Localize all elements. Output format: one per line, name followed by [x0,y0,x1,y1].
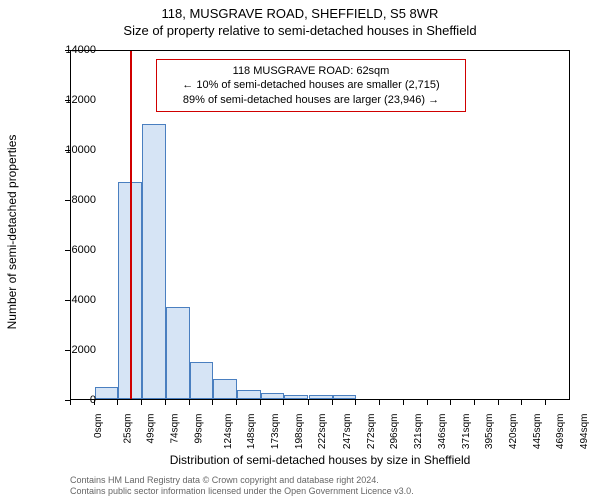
x-tick-mark [498,400,499,405]
x-tick-label: 247sqm [342,414,353,450]
x-tick-mark [355,400,356,405]
footer-attribution: Contains HM Land Registry data © Crown c… [70,475,414,497]
x-tick-mark [474,400,475,405]
histogram-bar [190,362,213,400]
x-tick-label: 74sqm [170,414,181,444]
histogram-bar [284,395,308,399]
x-tick-mark [117,400,118,405]
histogram-bar [166,307,190,400]
y-tick-label: 2000 [56,344,96,356]
chart-title-main: 118, MUSGRAVE ROAD, SHEFFIELD, S5 8WR [0,0,600,21]
x-tick-label: 395sqm [484,414,495,450]
x-tick-label: 25sqm [123,414,134,444]
y-tick-label: 10000 [56,144,96,156]
x-tick-label: 346sqm [437,414,448,450]
y-tick-mark [65,50,70,51]
y-tick-mark [65,350,70,351]
x-tick-label: 321sqm [413,414,424,450]
x-tick-label: 0sqm [93,414,104,438]
x-tick-mark [403,400,404,405]
x-tick-mark [94,400,95,405]
x-tick-mark [141,400,142,405]
x-tick-label: 99sqm [194,414,205,444]
x-tick-mark [521,400,522,405]
histogram-bar [142,124,166,399]
histogram-bar [333,395,356,399]
x-tick-mark [260,400,261,405]
x-tick-label: 494sqm [579,414,590,450]
x-tick-label: 124sqm [223,414,234,450]
histogram-bar [261,393,284,399]
footer-line1: Contains HM Land Registry data © Crown c… [70,475,414,486]
x-axis-label: Distribution of semi-detached houses by … [70,453,570,467]
histogram-bar [309,395,333,399]
annot-line1: 118 MUSGRAVE ROAD: 62sqm [165,64,457,78]
x-tick-label: 371sqm [461,414,472,450]
x-tick-mark [189,400,190,405]
x-tick-mark [332,400,333,405]
y-tick-label: 8000 [56,194,96,206]
x-tick-mark [379,400,380,405]
x-tick-mark [427,400,428,405]
plot-area: 118 MUSGRAVE ROAD: 62sqm← 10% of semi-de… [70,50,570,400]
x-tick-label: 49sqm [146,414,157,444]
y-tick-label: 6000 [56,244,96,256]
x-tick-label: 469sqm [555,414,566,450]
x-tick-label: 222sqm [318,414,329,450]
footer-line2: Contains public sector information licen… [70,486,414,497]
x-tick-mark [236,400,237,405]
y-tick-mark [65,250,70,251]
y-tick-mark [65,150,70,151]
x-tick-label: 445sqm [532,414,543,450]
y-tick-label: 4000 [56,294,96,306]
x-tick-mark [70,400,71,405]
annot-line2: ← 10% of semi-detached houses are smalle… [165,78,457,92]
y-tick-label: 0 [56,394,96,406]
x-tick-mark [212,400,213,405]
x-tick-mark [545,400,546,405]
y-tick-mark [65,100,70,101]
x-tick-label: 198sqm [294,414,305,450]
x-tick-mark [165,400,166,405]
x-tick-mark [308,400,309,405]
annot-line3: 89% of semi-detached houses are larger (… [165,93,457,107]
y-tick-mark [65,300,70,301]
annotation-box: 118 MUSGRAVE ROAD: 62sqm← 10% of semi-de… [156,59,466,112]
x-tick-mark [450,400,451,405]
y-tick-label: 12000 [56,94,96,106]
x-tick-label: 420sqm [508,414,519,450]
y-tick-mark [65,200,70,201]
marker-line [130,51,132,399]
x-tick-label: 148sqm [246,414,257,450]
x-tick-mark [283,400,284,405]
histogram-bar [237,390,261,399]
chart-title-sub: Size of property relative to semi-detach… [0,21,600,38]
x-tick-label: 173sqm [270,414,281,450]
histogram-bar [213,379,237,399]
x-tick-label: 272sqm [366,414,377,450]
y-tick-label: 14000 [56,44,96,56]
histogram-bar [95,387,118,400]
chart-container: 118, MUSGRAVE ROAD, SHEFFIELD, S5 8WR Si… [0,0,600,500]
x-tick-label: 296sqm [389,414,400,450]
